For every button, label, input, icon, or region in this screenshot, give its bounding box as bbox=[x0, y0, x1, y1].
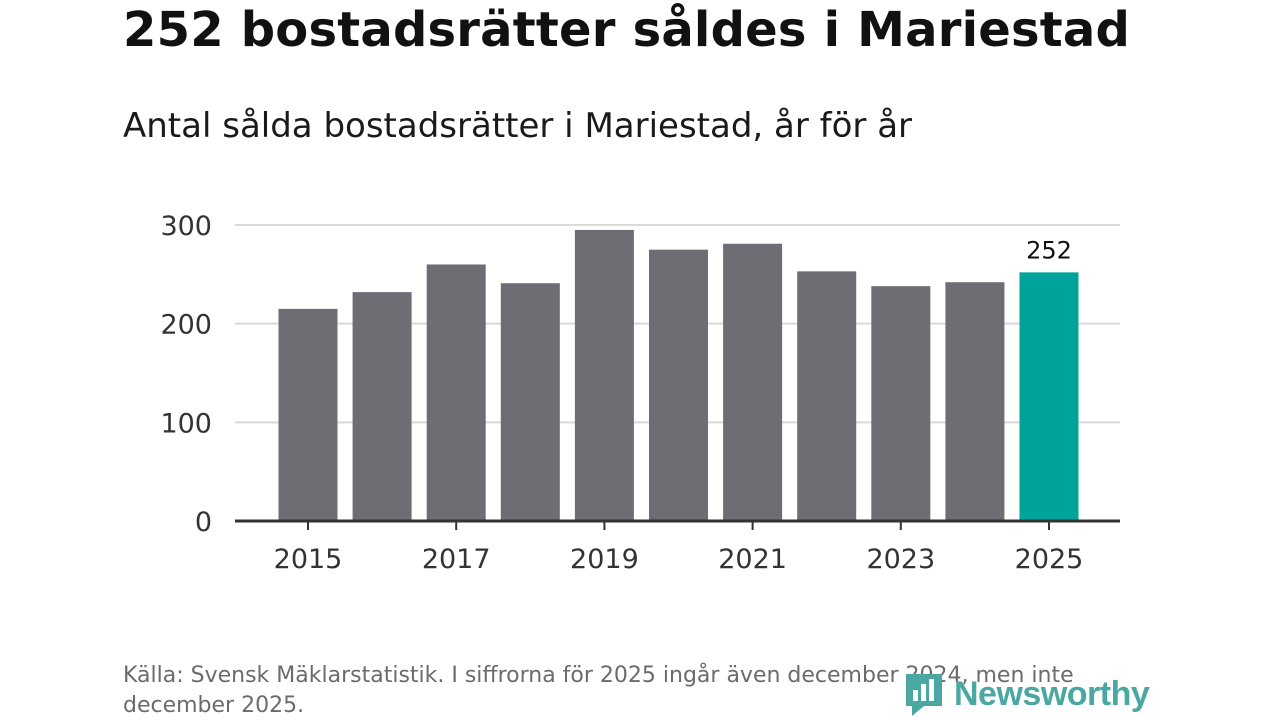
data-label-2025: 252 bbox=[1026, 236, 1072, 264]
axes bbox=[235, 519, 1120, 530]
bar-2024 bbox=[945, 282, 1005, 521]
bars bbox=[278, 229, 1079, 521]
chart-subtitle: Antal sålda bostadsrätter i Mariestad, å… bbox=[123, 106, 913, 146]
bar-2019 bbox=[574, 229, 634, 521]
x-tick-label: 2017 bbox=[422, 544, 491, 575]
x-tick-label: 2015 bbox=[274, 544, 343, 575]
y-tick-label: 300 bbox=[160, 211, 212, 242]
bar-2020 bbox=[649, 249, 708, 521]
bar-2016 bbox=[352, 292, 412, 521]
y-tick-label: 100 bbox=[160, 408, 212, 439]
bar-2015 bbox=[278, 308, 338, 521]
bar-2018 bbox=[500, 283, 560, 521]
x-tick-label: 2023 bbox=[866, 544, 935, 575]
chart-title: 252 bostadsrätter såldes i Mariestad bbox=[123, 2, 1131, 58]
newsworthy-logo-text: Newsworthy bbox=[954, 674, 1150, 713]
bar-2023 bbox=[871, 286, 931, 521]
bar-2025 bbox=[1019, 272, 1079, 521]
x-tick-label: 2021 bbox=[718, 544, 787, 575]
labels: 0 100 200 300 252 2015 2017 2019 2021 2023 2025 bbox=[160, 211, 1083, 575]
bar-2017 bbox=[426, 264, 486, 521]
bar-2021 bbox=[723, 243, 783, 521]
bar-2022 bbox=[797, 271, 857, 521]
x-tick-label: 2025 bbox=[1015, 544, 1084, 575]
y-tick-label: 0 bbox=[195, 507, 212, 538]
newsworthy-logo: Newsworthy bbox=[902, 668, 1150, 720]
y-tick-label: 200 bbox=[160, 310, 212, 341]
x-tick-label: 2019 bbox=[570, 544, 639, 575]
newsworthy-logo-icon bbox=[906, 674, 942, 716]
